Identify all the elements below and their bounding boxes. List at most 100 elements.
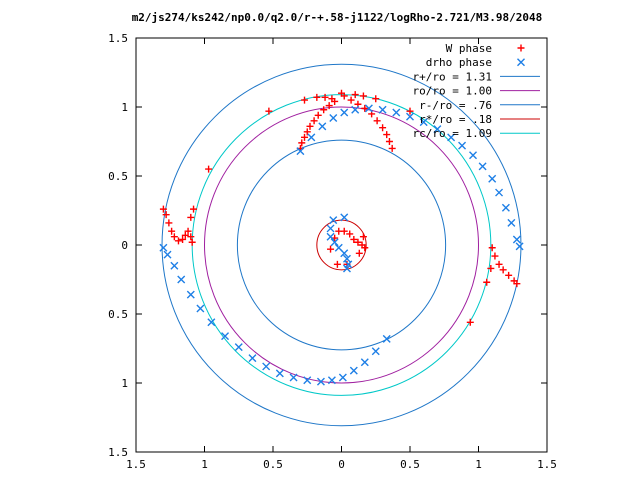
w-phase-point-33 <box>505 271 513 279</box>
drho-phase-point-28 <box>316 377 325 386</box>
w-phase-point-30 <box>491 252 499 260</box>
w-phase-point-59 <box>350 235 358 243</box>
drho-phase-point-18 <box>501 203 510 212</box>
drho-phase-point-40 <box>170 261 179 270</box>
w-phase-point-10 <box>313 93 321 101</box>
drho-phase-point-26 <box>338 373 347 382</box>
w-phase-point-18 <box>159 205 167 213</box>
w-phase-point-38 <box>466 318 474 326</box>
w-phase-points <box>159 89 521 326</box>
drho-phase-point-7 <box>378 105 387 114</box>
drho-phase-point-13 <box>458 141 467 150</box>
w-phase-point-37 <box>483 278 491 286</box>
drho-phase-point-9 <box>406 112 414 121</box>
drho-phase-point-24 <box>360 358 369 367</box>
drho-phase-point-41 <box>163 250 172 259</box>
w-phase-point-47 <box>347 96 355 104</box>
w-phase-point-7 <box>320 106 328 114</box>
legend-label-3: ro/ro = 1.00 <box>413 85 492 98</box>
y-tick-label-2: 0.5 <box>108 308 128 321</box>
w-phase-point-17 <box>187 213 195 221</box>
drho-phase-point-2 <box>318 122 327 131</box>
w-phase-point-15 <box>205 165 213 173</box>
x-tick-label-0: 1.5 <box>126 458 146 471</box>
drho-phase-point-38 <box>186 290 195 299</box>
drho-phase-point-23 <box>371 347 380 356</box>
w-phase-point-63 <box>359 233 367 241</box>
w-phase-point-58 <box>346 230 354 238</box>
w-phase-point-40 <box>385 138 393 145</box>
w-phase-point-23 <box>174 237 182 245</box>
drho-phase-point-0 <box>296 147 305 156</box>
w-phase-point-20 <box>165 219 173 227</box>
w-phase-point-29 <box>488 244 496 252</box>
legend-label-6: rc/ro = 1.09 <box>413 127 492 140</box>
drho-phase-point-37 <box>196 304 205 313</box>
w-phase-point-35 <box>513 280 521 288</box>
drho-phase-point-6 <box>364 104 373 113</box>
drho-phase-point-20 <box>512 235 521 244</box>
x-axis-ticks: 1.5 1 0.5 0 0.5 1 1.5 <box>126 38 557 471</box>
w-phase-point-6 <box>314 111 322 119</box>
drho-phase-points <box>159 104 524 386</box>
w-phase-point-8 <box>325 102 333 110</box>
drho-phase-point-12 <box>447 133 456 142</box>
drho-phase-point-30 <box>289 373 298 382</box>
w-phase-point-2 <box>301 133 309 141</box>
legend-swatch-1 <box>517 58 525 67</box>
x-tick-label-4: 0.5 <box>400 458 420 471</box>
drho-phase-point-51 <box>342 264 351 273</box>
drho-phase-point-17 <box>495 188 504 197</box>
drho-phase-point-45 <box>326 232 335 241</box>
w-phase-point-43 <box>373 117 381 125</box>
y-axis-ticks: 1.5 1 0.5 0 0.5 1 1.5 <box>108 32 547 459</box>
drho-phase-point-4 <box>340 108 349 117</box>
drho-phase-point-14 <box>469 151 478 160</box>
w-phase-point-45 <box>361 104 369 112</box>
drho-phase-point-22 <box>382 334 391 343</box>
w-phase-point-22 <box>170 233 178 241</box>
drho-phase-point-31 <box>275 369 284 378</box>
drho-phase-point-48 <box>340 249 349 258</box>
w-phase-point-28 <box>188 238 196 246</box>
drho-phase-point-35 <box>221 332 230 341</box>
x-tick-label-2: 0.5 <box>263 458 283 471</box>
legend-label-2: r+/ro = 1.31 <box>413 70 492 83</box>
y-tick-label-0: 1.5 <box>108 446 128 459</box>
w-phase-point-12 <box>328 95 336 103</box>
drho-phase-point-29 <box>303 376 312 385</box>
w-phase-point-32 <box>499 266 507 274</box>
w-phase-point-13 <box>301 96 309 104</box>
y-tick-label-1: 1 <box>121 377 128 390</box>
y-tick-label-5: 1 <box>121 101 128 114</box>
drho-phase-point-15 <box>478 162 487 171</box>
w-phase-point-21 <box>168 227 176 235</box>
w-phase-point-64 <box>355 249 363 257</box>
w-phase-point-42 <box>379 124 387 132</box>
x-tick-label-1: 1 <box>201 458 208 471</box>
drho-phase-point-39 <box>177 275 186 284</box>
x-tick-label-6: 1.5 <box>537 458 557 471</box>
x-tick-label-3: 0 <box>338 458 345 471</box>
drho-phase-point-46 <box>330 238 339 247</box>
w-phase-point-27 <box>187 233 195 241</box>
y-tick-label-3: 0 <box>121 239 128 252</box>
w-phase-point-14 <box>265 107 273 115</box>
legend-swatch-0 <box>517 44 525 52</box>
w-phase-point-52 <box>372 95 380 103</box>
legend-label-5: r*/ro = .18 <box>419 113 492 126</box>
drho-phase-point-36 <box>207 318 216 327</box>
w-phase-point-1 <box>298 139 306 147</box>
w-phase-point-31 <box>495 260 503 268</box>
circle-3 <box>204 106 479 384</box>
drho-phase-point-1 <box>307 133 316 142</box>
w-phase-point-49 <box>338 89 345 97</box>
chart-title: m2/js274/ks242/np0.0/q2.0/r-+.58-j1122/l… <box>132 11 543 24</box>
w-phase-point-19 <box>162 211 170 219</box>
w-phase-point-11 <box>321 93 329 101</box>
x-tick-label-5: 1 <box>475 458 482 471</box>
w-phase-point-66 <box>333 260 341 268</box>
drho-phase-point-44 <box>326 224 335 233</box>
circle-4 <box>236 139 447 351</box>
